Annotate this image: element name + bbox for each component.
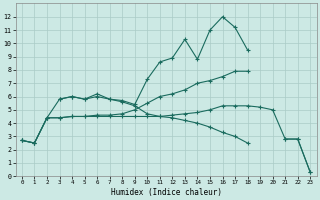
X-axis label: Humidex (Indice chaleur): Humidex (Indice chaleur) <box>111 188 221 197</box>
